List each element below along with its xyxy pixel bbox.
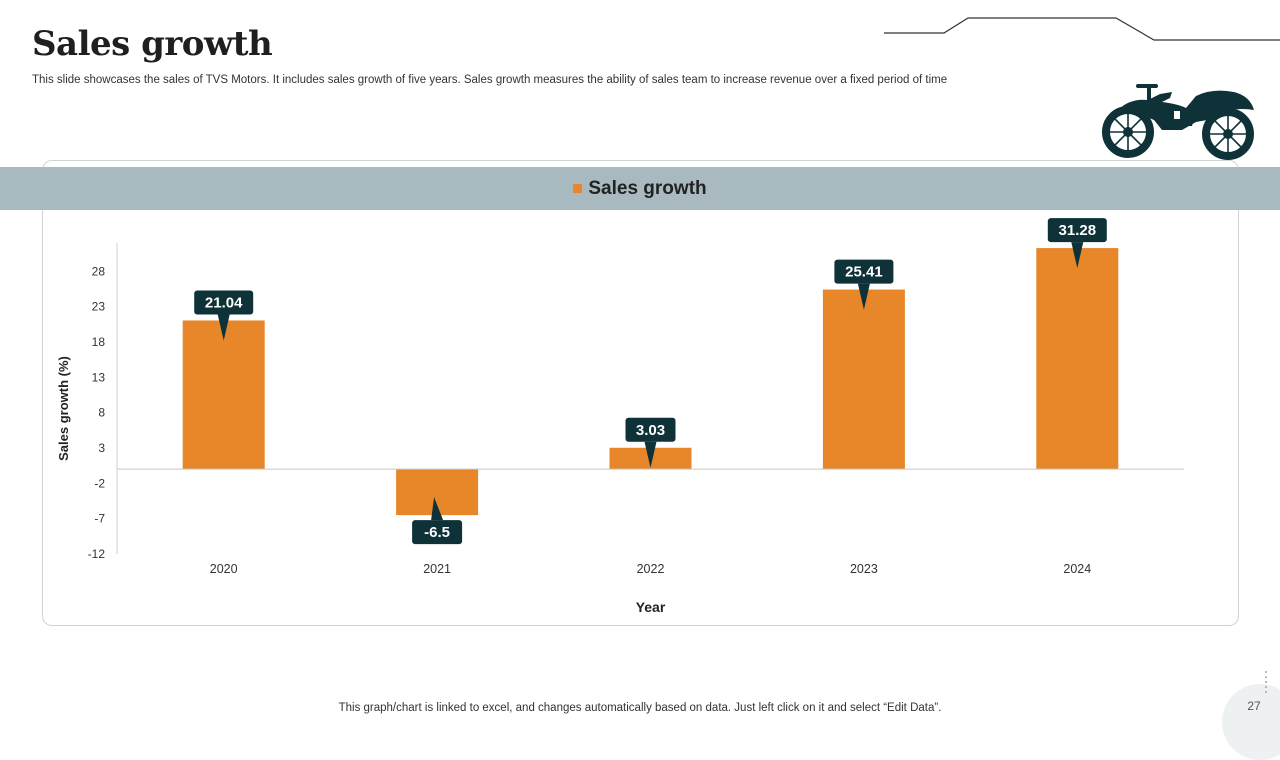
y-axis-title: Sales growth (%): [56, 356, 71, 461]
x-tick-label: 2022: [637, 562, 665, 576]
legend-swatch-icon: [573, 184, 583, 193]
data-label: 3.03: [636, 422, 665, 439]
bar-2023: [822, 289, 905, 470]
y-tick-label: 18: [92, 335, 106, 349]
page-number: 27: [1247, 699, 1261, 713]
data-label-pointer: [431, 497, 444, 521]
x-tick-label: 2020: [210, 562, 238, 576]
y-tick-label: 28: [92, 264, 106, 278]
y-tick-label: -7: [94, 512, 105, 526]
data-label-box: [194, 290, 254, 315]
y-tick-label: 3: [98, 441, 105, 455]
y-tick-label: 23: [92, 300, 106, 314]
data-label: 31.28: [1059, 222, 1097, 239]
legend-label: Sales growth: [588, 177, 707, 199]
data-label-box: [625, 417, 676, 442]
decorative-line: [884, 17, 1280, 41]
data-label: -6.5: [424, 524, 450, 541]
page-title: Sales growth: [32, 24, 273, 64]
sales-growth-chart: -12 -7 -2 3 8 13 18 23 28 2020 2021 2022 2023 2024 21.…: [56, 218, 1184, 615]
data-label: 25.41: [845, 264, 883, 281]
data-label-box: [412, 520, 463, 545]
footnote: This graph/chart is linked to excel, and…: [338, 702, 942, 714]
bar-2020: [182, 320, 265, 470]
x-tick-label: 2023: [850, 562, 878, 576]
x-tick-label: 2021: [423, 562, 451, 576]
data-label-pointer: [644, 441, 657, 468]
y-tick-label: 8: [98, 406, 105, 420]
data-label-box: [1047, 218, 1107, 243]
motorcycle-icon: [1102, 84, 1254, 160]
bar-2024: [1036, 248, 1119, 470]
data-label: 21.04: [205, 294, 243, 311]
x-axis-title: Year: [636, 599, 666, 615]
y-tick-label: -12: [88, 547, 106, 561]
data-label-box: [834, 259, 894, 284]
page-subtitle: This slide showcases the sales of TVS Mo…: [32, 74, 948, 86]
y-tick-label: 13: [92, 370, 106, 384]
data-label-pointer: [217, 314, 230, 341]
y-tick-label: -2: [94, 476, 105, 490]
data-label-pointer: [857, 283, 870, 310]
dots-decoration: [1265, 671, 1267, 693]
chart-legend: Sales growth: [0, 167, 1280, 210]
x-tick-label: 2024: [1063, 562, 1091, 576]
chart-frame: [42, 160, 1239, 626]
data-label-pointer: [1071, 242, 1084, 269]
